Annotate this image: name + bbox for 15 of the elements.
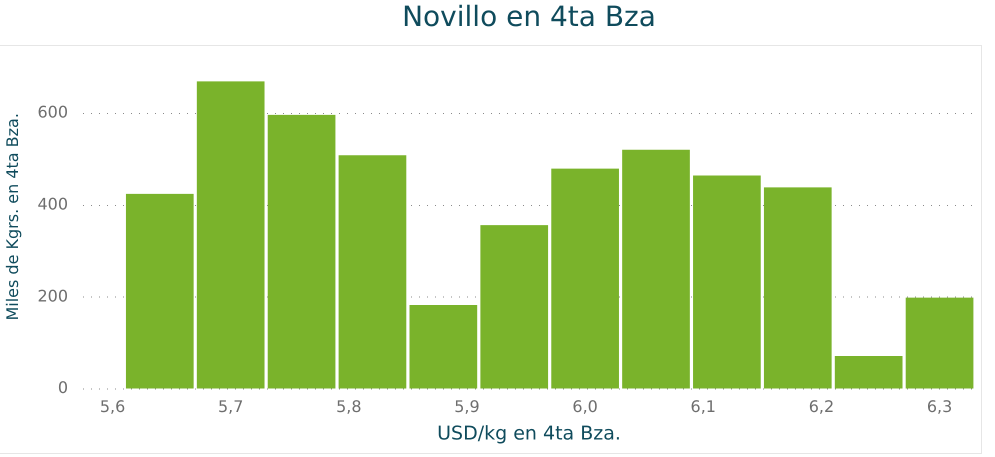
x-tick-label: 5,6: [100, 396, 126, 416]
y-axis-title: Miles de Kgrs. en 4ta Bza.: [2, 113, 22, 321]
x-tick-label: 5,8: [336, 396, 362, 416]
y-tick-label: 600: [37, 102, 68, 122]
x-tick-label: 6,1: [690, 396, 716, 416]
y-tick-label: 400: [37, 194, 68, 214]
y-tick-label: 200: [37, 286, 68, 306]
x-tick-label: 5,9: [454, 396, 480, 416]
y-tick-label: 0: [58, 378, 68, 398]
x-tick-label: 6,3: [926, 396, 952, 416]
chart-title: Novillo en 4ta Bza: [402, 0, 656, 34]
x-tick-label: 5,7: [218, 396, 244, 416]
x-axis-title: USD/kg en 4ta Bza.: [437, 422, 621, 445]
x-tick-label: 6,2: [808, 396, 834, 416]
x-tick-label: 6,0: [572, 396, 598, 416]
